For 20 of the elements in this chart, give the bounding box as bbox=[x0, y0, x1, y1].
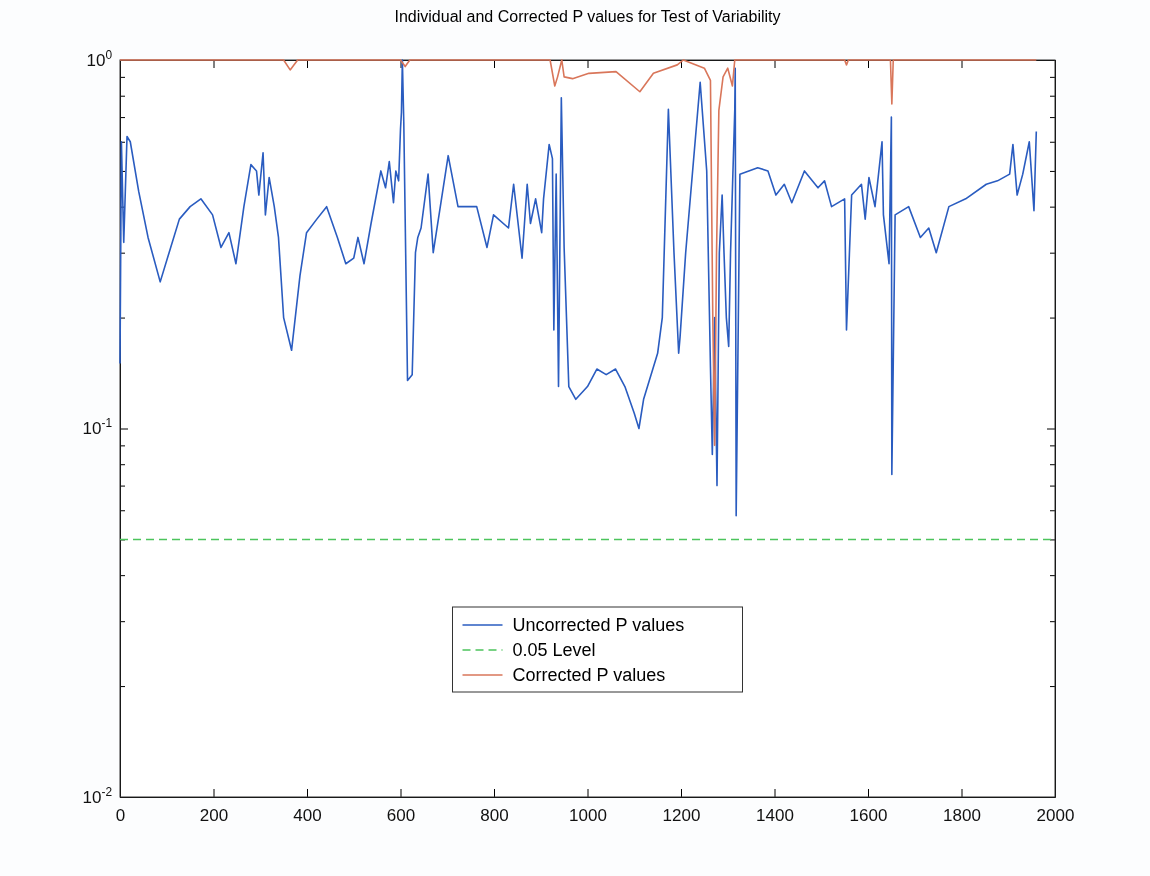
x-tick-label: 1600 bbox=[849, 806, 888, 826]
x-tick-label: 0 bbox=[115, 806, 126, 826]
y-tick-label: 10$^{-2}$ bbox=[82, 784, 113, 807]
x-tick-label: 800 bbox=[480, 806, 509, 826]
legend-label: Corrected P values bbox=[512, 665, 666, 686]
x-tick-label: 2000 bbox=[1036, 806, 1075, 826]
x-tick-label: 1800 bbox=[943, 806, 981, 826]
legend-label: 0.05 Level bbox=[512, 640, 596, 661]
x-tick-label: 1200 bbox=[662, 806, 701, 826]
x-tick-label: 1000 bbox=[569, 806, 607, 826]
chart-title: Individual and Corrected P values for Test of Variability bbox=[394, 8, 781, 25]
line-series bbox=[119, 59, 1038, 517]
y-tick-label: 10$^{0}$ bbox=[86, 47, 113, 70]
legend-label: Uncorrected P values bbox=[512, 615, 685, 636]
x-tick-label: 600 bbox=[386, 806, 416, 826]
y-tick-label: 10$^{-1}$ bbox=[82, 416, 113, 439]
line-series bbox=[119, 59, 1038, 447]
x-tick-label: 400 bbox=[293, 806, 322, 826]
x-tick-label: 1400 bbox=[756, 806, 794, 826]
x-tick-label: 200 bbox=[199, 806, 229, 826]
